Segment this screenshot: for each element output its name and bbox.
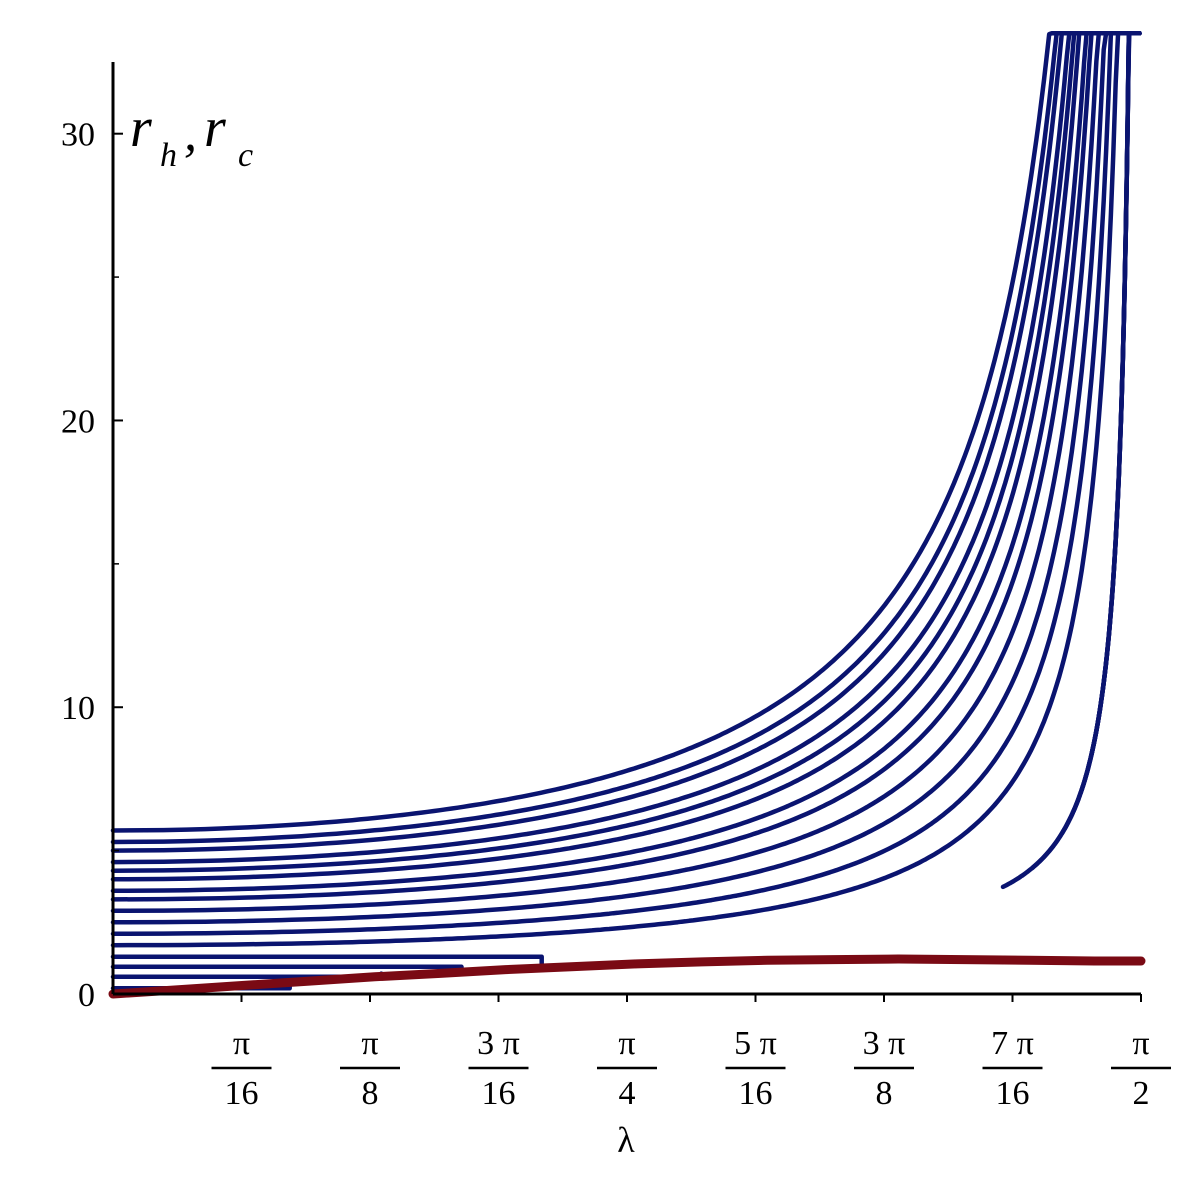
svg-text:c: c: [238, 137, 253, 174]
rh-series-line: [110, 31, 1142, 902]
rh-series-line: [110, 31, 1142, 873]
x-tick-denominator: 16: [996, 1075, 1030, 1112]
x-tick-denominator: 16: [225, 1075, 259, 1112]
x-axis-label: λ: [617, 1120, 635, 1160]
x-tick-denominator: 8: [362, 1075, 379, 1112]
rh-series-line: [110, 954, 544, 968]
rh-series-line: [110, 31, 1142, 914]
rh-series-line: [110, 31, 1142, 833]
x-tick-denominator: 4: [619, 1075, 636, 1112]
x-tick-denominator: 16: [482, 1075, 516, 1112]
svg-text:r: r: [204, 97, 226, 159]
x-tick-denominator: 16: [739, 1075, 773, 1112]
y-ticks: 0 10 20 30: [61, 117, 123, 1014]
rh-series-line: [110, 31, 1142, 865]
rh-series-line: [110, 31, 1142, 937]
y-tick-label: 10: [61, 690, 95, 727]
x-tick-denominator: 8: [876, 1075, 893, 1112]
rh-series-line: [110, 31, 1142, 853]
x-ticks: π 16 π 8 3 π 16 π 4 5 π 16 3 π 8 7 π 16 π 2: [211, 994, 1171, 1112]
x-tick-denominator: 2: [1133, 1075, 1150, 1112]
x-tick-numerator: 7 π: [991, 1025, 1034, 1062]
y-axis-label: r h , r c: [130, 97, 253, 174]
y-tick-label: 20: [61, 403, 95, 440]
x-tick-numerator: 3 π: [863, 1025, 906, 1062]
rh-series-line: [110, 31, 1142, 894]
rh-curves: [110, 31, 1142, 991]
svg-text:r: r: [130, 97, 152, 159]
rh-series-line: [1118, 31, 1142, 426]
rc-curves: [108, 954, 1146, 999]
x-tick-numerator: π: [233, 1025, 250, 1062]
svg-text:,: ,: [184, 105, 197, 162]
x-tick-numerator: π: [361, 1025, 378, 1062]
rh-series-line: [110, 964, 464, 972]
rh-series-line: [110, 31, 1142, 882]
y-tick-label: 30: [61, 117, 95, 154]
y-tick-label: 0: [78, 977, 95, 1014]
rc-series-line: [108, 954, 1146, 999]
x-tick-numerator: 5 π: [734, 1025, 777, 1062]
x-tick-numerator: 3 π: [477, 1025, 520, 1062]
svg-text:h: h: [160, 137, 177, 174]
rh-series-line: [110, 31, 1142, 948]
x-tick-numerator: π: [1132, 1025, 1149, 1062]
rh-series-line: [110, 31, 1142, 845]
x-tick-numerator: π: [618, 1025, 635, 1062]
rh-series-line: [110, 31, 1142, 925]
